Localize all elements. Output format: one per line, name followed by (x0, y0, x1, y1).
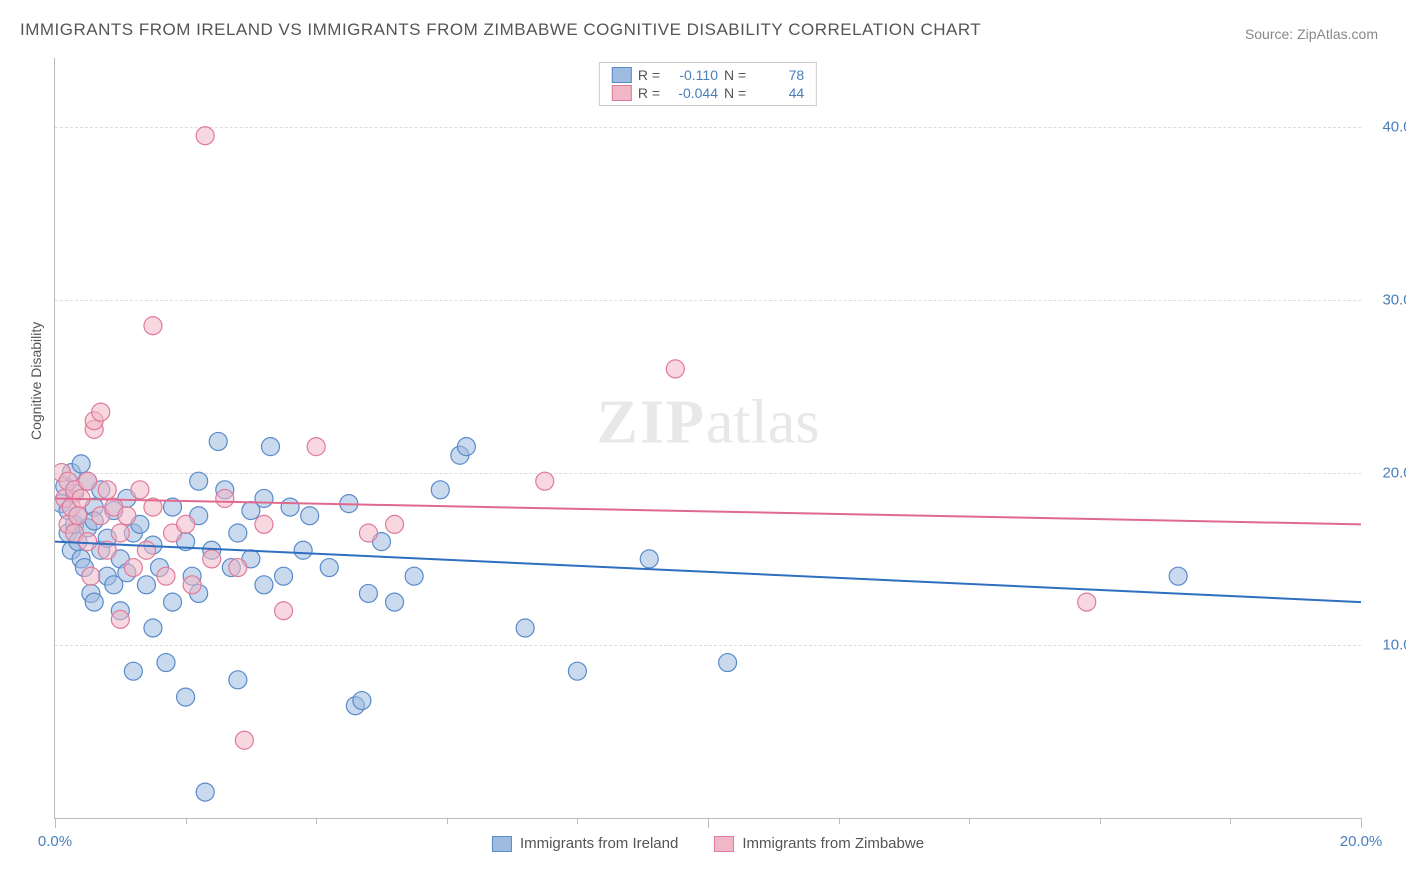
scatter-point (275, 602, 293, 620)
scatter-point (98, 481, 116, 499)
chart-title: IMMIGRANTS FROM IRELAND VS IMMIGRANTS FR… (20, 20, 981, 40)
series-name-ireland: Immigrants from Ireland (520, 835, 678, 852)
scatter-point (353, 692, 371, 710)
scatter-point (137, 541, 155, 559)
x-tick-minor (969, 818, 970, 824)
scatter-point (307, 438, 325, 456)
x-tick-major (1361, 818, 1362, 828)
x-tick-minor (577, 818, 578, 824)
y-tick-label: 40.0% (1382, 119, 1406, 136)
scatter-point (320, 559, 338, 577)
x-tick-minor (316, 818, 317, 824)
scatter-point (79, 533, 97, 551)
chart-container: IMMIGRANTS FROM IRELAND VS IMMIGRANTS FR… (0, 0, 1406, 892)
scatter-point (164, 593, 182, 611)
scatter-point (261, 438, 279, 456)
swatch-zimbabwe-bottom (714, 836, 734, 852)
series-name-zimbabwe: Immigrants from Zimbabwe (742, 835, 924, 852)
scatter-point (229, 524, 247, 542)
scatter-point (144, 619, 162, 637)
x-tick-minor (447, 818, 448, 824)
scatter-point (196, 783, 214, 801)
scatter-point (79, 472, 97, 490)
y-axis-label: Cognitive Disability (28, 322, 44, 440)
y-tick-label: 20.0% (1382, 464, 1406, 481)
legend-item-ireland: Immigrants from Ireland (492, 835, 678, 852)
scatter-point (275, 567, 293, 585)
scatter-point (568, 662, 586, 680)
trend-line (55, 542, 1361, 602)
scatter-point (640, 550, 658, 568)
scatter-point (183, 576, 201, 594)
scatter-point (196, 127, 214, 145)
scatter-point (69, 507, 87, 525)
legend-item-zimbabwe: Immigrants from Zimbabwe (714, 835, 924, 852)
scatter-point (386, 593, 404, 611)
scatter-point (131, 481, 149, 499)
scatter-point (124, 559, 142, 577)
scatter-point (177, 688, 195, 706)
scatter-point (359, 584, 377, 602)
scatter-point (144, 317, 162, 335)
plot-area: ZIPatlas R = -0.110 N = 78 R = -0.044 N … (54, 58, 1361, 819)
scatter-point (235, 731, 253, 749)
scatter-point (536, 472, 554, 490)
x-tick-minor (1100, 818, 1101, 824)
scatter-point (255, 515, 273, 533)
scatter-point (111, 524, 129, 542)
scatter-point (294, 541, 312, 559)
y-tick-label: 10.0% (1382, 637, 1406, 654)
scatter-point (255, 576, 273, 594)
scatter-point (405, 567, 423, 585)
scatter-point (157, 654, 175, 672)
scatter-point (386, 515, 404, 533)
scatter-point (229, 671, 247, 689)
x-tick-minor (839, 818, 840, 824)
scatter-point (1078, 593, 1096, 611)
scatter-point (516, 619, 534, 637)
source-attribution: Source: ZipAtlas.com (1245, 26, 1378, 42)
scatter-point (111, 610, 129, 628)
x-tick-major (55, 818, 56, 828)
scatter-point (229, 559, 247, 577)
x-tick-major (708, 818, 709, 828)
scatter-point (118, 507, 136, 525)
scatter-point (666, 360, 684, 378)
scatter-point (431, 481, 449, 499)
scatter-point (209, 432, 227, 450)
x-tick-label: 0.0% (38, 833, 72, 850)
scatter-point (1169, 567, 1187, 585)
scatter-point (85, 593, 103, 611)
scatter-point (72, 455, 90, 473)
scatter-point (301, 507, 319, 525)
scatter-point (255, 489, 273, 507)
scatter-point (203, 550, 221, 568)
scatter-point (137, 576, 155, 594)
scatter-point (457, 438, 475, 456)
scatter-point (190, 472, 208, 490)
x-tick-minor (1230, 818, 1231, 824)
x-tick-label: 20.0% (1340, 833, 1383, 850)
x-tick-minor (186, 818, 187, 824)
scatter-point (177, 515, 195, 533)
scatter-point (359, 524, 377, 542)
scatter-point (157, 567, 175, 585)
swatch-ireland-bottom (492, 836, 512, 852)
scatter-point (719, 654, 737, 672)
scatter-point (124, 662, 142, 680)
scatter-point (82, 567, 100, 585)
series-legend: Immigrants from Ireland Immigrants from … (492, 835, 924, 852)
scatter-point (216, 489, 234, 507)
y-tick-label: 30.0% (1382, 291, 1406, 308)
scatter-point (281, 498, 299, 516)
scatter-point (92, 403, 110, 421)
plot-svg (55, 58, 1361, 818)
